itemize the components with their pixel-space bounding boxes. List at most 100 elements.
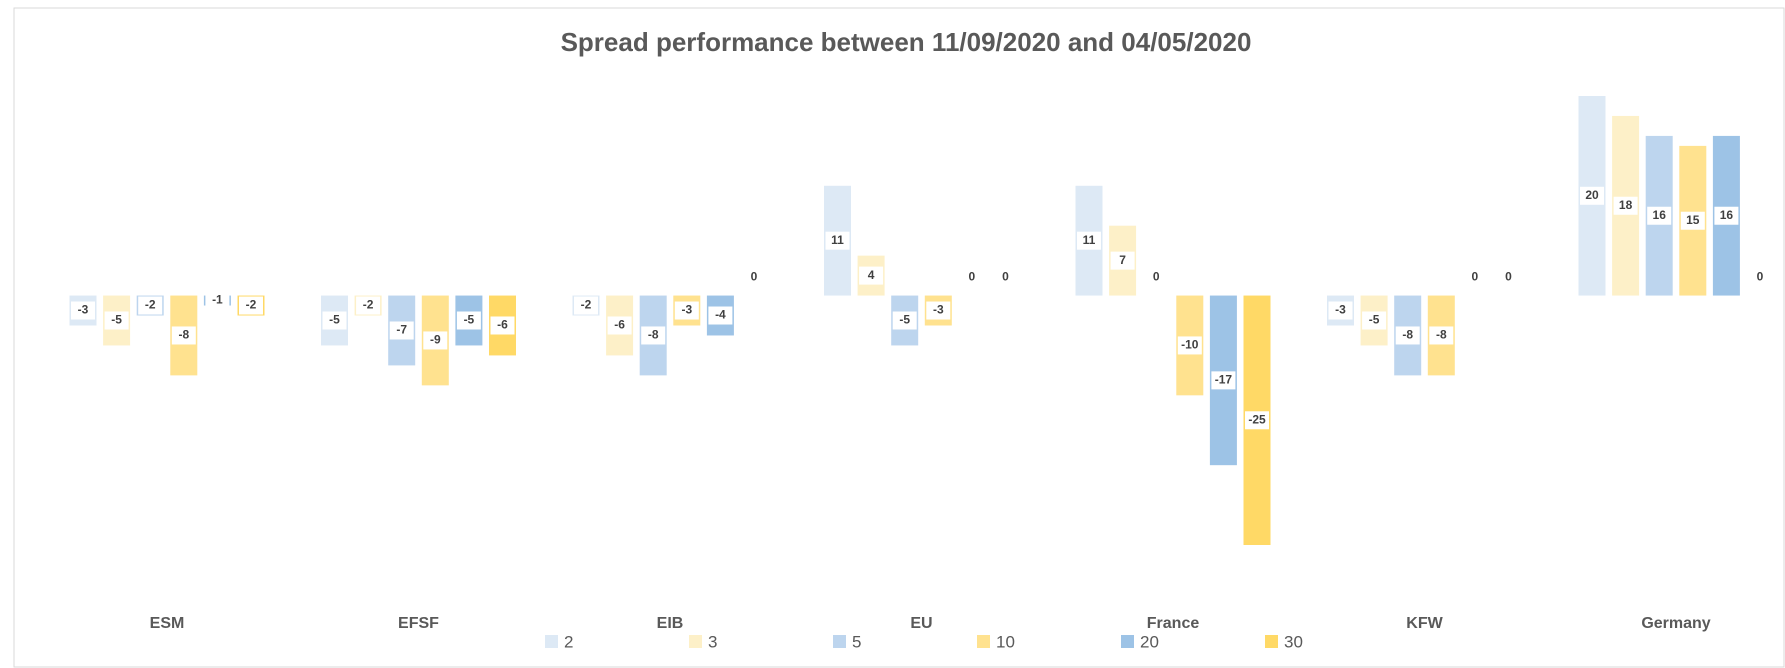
data-label-bg xyxy=(239,296,263,315)
data-label-bg xyxy=(1245,411,1269,430)
data-label-bg xyxy=(322,311,347,330)
data-label-bg xyxy=(1429,326,1454,345)
data-label-bg xyxy=(607,316,632,335)
x-tick-label: Germany xyxy=(1641,615,1710,632)
data-label-bg xyxy=(1680,211,1705,230)
data-label-bg xyxy=(1395,326,1420,345)
data-label-bg xyxy=(104,311,129,330)
data-label: 0 xyxy=(1472,270,1479,284)
chart-title: Spread performance between 11/09/2020 an… xyxy=(561,27,1252,57)
data-label: -5 xyxy=(464,313,475,327)
data-label: -17 xyxy=(1215,373,1233,387)
data-label: 11 xyxy=(831,233,844,247)
data-label-bg xyxy=(1110,251,1135,270)
data-label: -2 xyxy=(246,298,257,312)
data-label: -8 xyxy=(648,328,659,342)
legend-swatch xyxy=(1121,635,1134,648)
data-label-bg xyxy=(1462,268,1487,287)
data-label-bg xyxy=(1714,206,1739,225)
data-label: 18 xyxy=(1619,198,1633,212)
x-tick-label: ESM xyxy=(150,615,185,632)
data-label: -4 xyxy=(715,308,726,322)
data-label: -1 xyxy=(212,293,223,307)
data-label-bg xyxy=(859,266,884,285)
legend-label: 30 xyxy=(1284,632,1303,651)
legend-swatch xyxy=(545,635,558,648)
data-label: -2 xyxy=(145,298,156,312)
data-label-bg xyxy=(490,316,515,335)
data-label-bg xyxy=(356,296,381,315)
data-label: 0 xyxy=(1153,270,1160,284)
data-label-bg xyxy=(959,268,984,287)
legend-swatch xyxy=(1265,635,1278,648)
data-label: 0 xyxy=(969,270,976,284)
x-tick-label: France xyxy=(1147,615,1200,632)
data-label-bg xyxy=(389,321,414,340)
data-label-bg xyxy=(825,231,850,250)
data-label-bg xyxy=(993,268,1018,287)
data-label-bg xyxy=(1580,186,1604,205)
data-label: 7 xyxy=(1119,253,1126,267)
data-label-bg xyxy=(641,326,666,345)
data-label-bg xyxy=(1362,311,1387,330)
data-label-bg xyxy=(205,291,230,310)
data-label: 0 xyxy=(1505,270,1512,284)
legend-label: 2 xyxy=(564,632,573,651)
data-label: 16 xyxy=(1653,208,1667,222)
data-label: 0 xyxy=(751,270,758,284)
data-label: -8 xyxy=(1402,328,1413,342)
data-label: -3 xyxy=(681,303,692,317)
data-label-bg xyxy=(138,296,163,315)
data-label-bg xyxy=(456,311,481,330)
legend-label: 5 xyxy=(852,632,861,651)
legend-label: 10 xyxy=(996,632,1015,651)
data-label: -10 xyxy=(1181,338,1199,352)
data-label: -3 xyxy=(933,303,944,317)
data-label-bg xyxy=(1613,196,1638,215)
data-label: -5 xyxy=(329,313,340,327)
data-label-bg xyxy=(926,301,951,320)
data-label-bg xyxy=(1647,206,1672,225)
x-tick-label: KFW xyxy=(1406,615,1443,632)
data-label: 20 xyxy=(1585,188,1599,202)
data-label: 4 xyxy=(868,268,875,282)
data-label: 0 xyxy=(1757,270,1764,284)
data-label: 16 xyxy=(1720,208,1734,222)
data-label-bg xyxy=(1328,301,1353,320)
data-label-bg xyxy=(674,301,699,320)
data-label: -5 xyxy=(111,313,122,327)
data-label: 15 xyxy=(1686,213,1700,227)
legend-swatch xyxy=(833,635,846,648)
x-tick-label: EU xyxy=(910,615,932,632)
data-label-bg xyxy=(892,311,917,330)
legend-label: 20 xyxy=(1140,632,1159,651)
data-label: -6 xyxy=(614,318,625,332)
data-label-bg xyxy=(171,326,196,345)
x-tick-label: EFSF xyxy=(398,615,439,632)
data-label-bg xyxy=(423,331,448,350)
data-label-bg xyxy=(71,301,95,320)
legend-label: 3 xyxy=(708,632,717,651)
data-label: -3 xyxy=(78,303,89,317)
data-label: 0 xyxy=(1002,270,1009,284)
data-label: 11 xyxy=(1083,233,1096,247)
data-label: -2 xyxy=(363,298,374,312)
data-label: -3 xyxy=(1335,303,1346,317)
data-label: -7 xyxy=(396,323,407,337)
data-label: -9 xyxy=(430,333,441,347)
data-label-bg xyxy=(742,268,766,287)
data-label-bg xyxy=(708,306,733,325)
legend-swatch xyxy=(689,635,702,648)
data-label-bg xyxy=(1748,268,1772,287)
data-label: -25 xyxy=(1248,412,1266,426)
data-label-bg xyxy=(1211,371,1236,390)
data-label: -8 xyxy=(1436,328,1447,342)
data-label-bg xyxy=(1177,336,1202,355)
data-label-bg xyxy=(1496,268,1521,287)
data-label-bg xyxy=(1077,231,1101,250)
data-label: -6 xyxy=(497,318,508,332)
x-tick-label: EIB xyxy=(657,615,684,632)
data-label: -2 xyxy=(581,298,592,312)
legend-swatch xyxy=(977,635,990,648)
